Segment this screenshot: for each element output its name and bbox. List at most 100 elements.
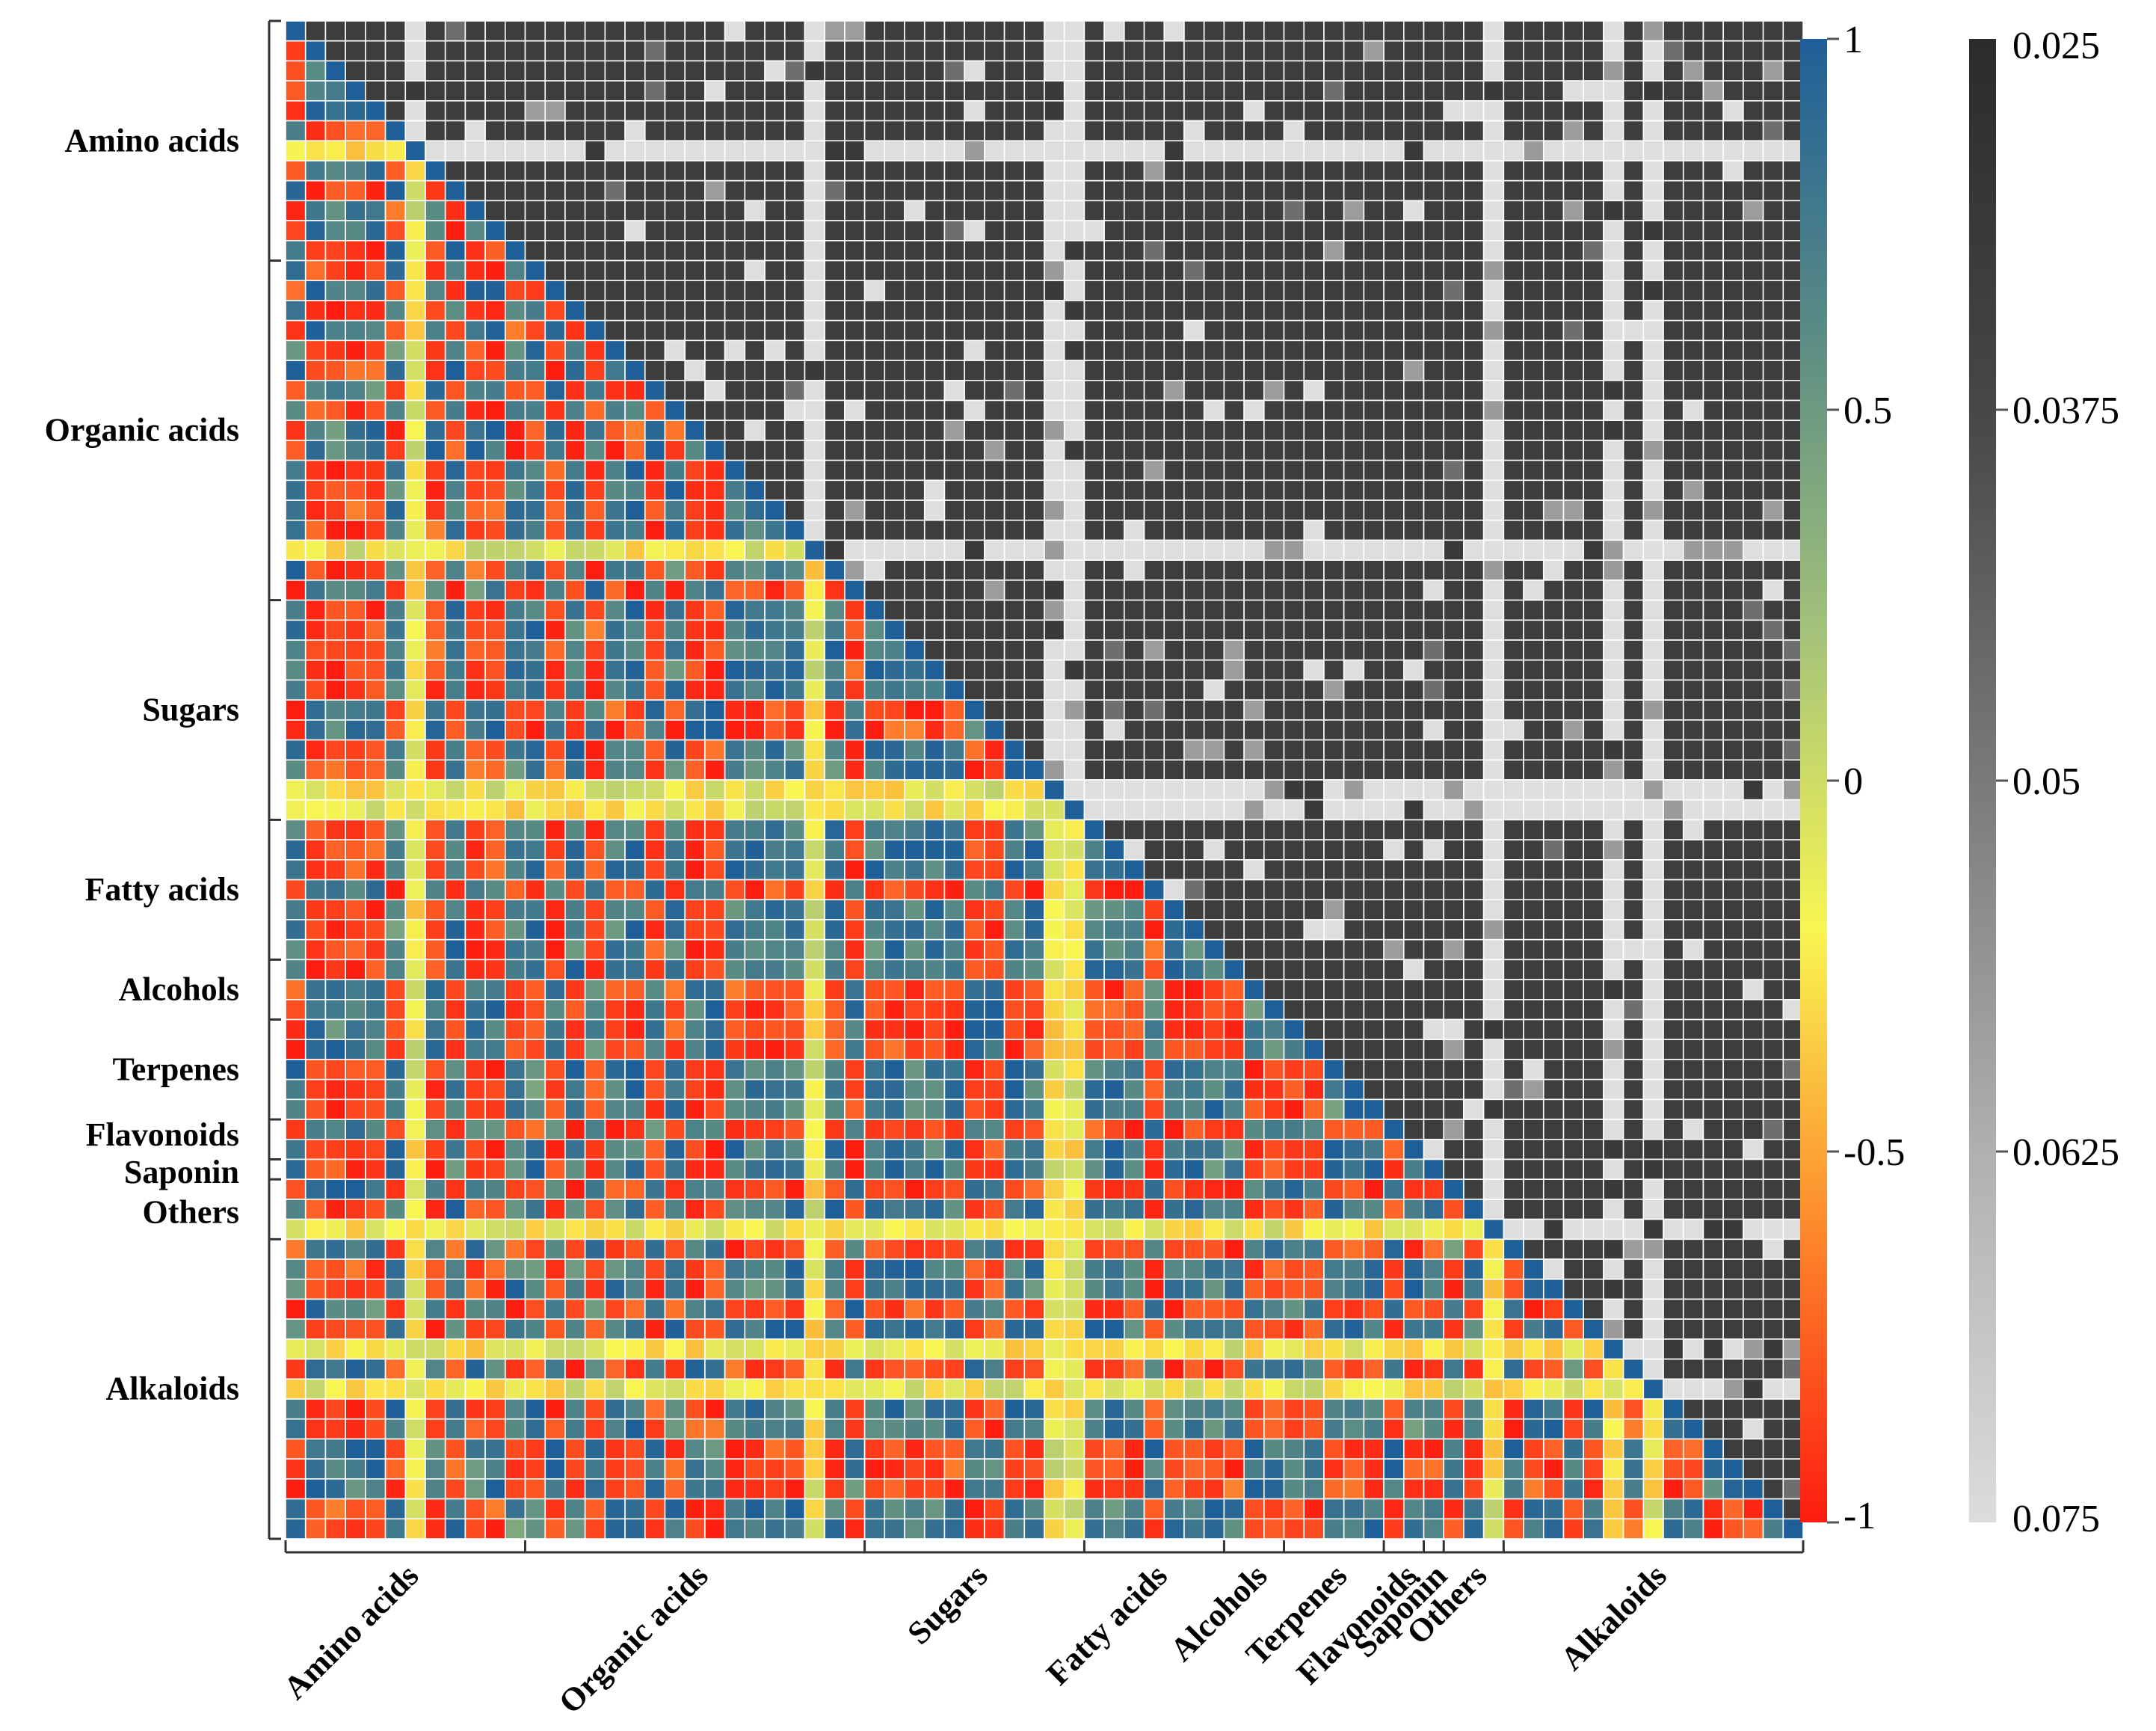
pvalue-cell: [865, 540, 885, 560]
correlation-cell: [545, 1259, 565, 1279]
correlation-cell: [366, 440, 386, 461]
correlation-cell: [1005, 1020, 1025, 1040]
correlation-cell: [1044, 840, 1065, 860]
correlation-cell: [585, 1299, 606, 1319]
correlation-cell: [345, 1179, 366, 1199]
correlation-cell: [565, 640, 585, 660]
correlation-cell: [505, 900, 526, 920]
correlation-cell: [526, 600, 546, 621]
correlation-cell: [905, 920, 925, 940]
correlation-cell: [765, 560, 785, 580]
pvalue-cell: [545, 221, 565, 241]
pvalue-cell: [1503, 360, 1524, 381]
correlation-cell: [1304, 1140, 1324, 1160]
pvalue-cell: [1764, 161, 1784, 181]
pvalue-cell: [1524, 800, 1544, 820]
correlation-cell: [405, 560, 425, 580]
pvalue-cell: [865, 560, 885, 580]
correlation-cell: [585, 700, 606, 720]
correlation-cell: [845, 1000, 865, 1020]
correlation-cell: [465, 500, 485, 520]
correlation-cell: [645, 580, 665, 600]
pvalue-cell: [1783, 280, 1803, 301]
pvalue-cell: [1204, 121, 1225, 141]
pvalue-cell: [1563, 680, 1583, 700]
correlation-cell: [545, 420, 565, 440]
pvalue-cell: [845, 420, 865, 440]
pvalue-cell: [1184, 500, 1204, 520]
correlation-cell: [845, 900, 865, 920]
pvalue-cell: [1624, 680, 1644, 700]
pvalue-cell: [1703, 41, 1723, 61]
pvalue-cell: [1104, 540, 1124, 560]
correlation-cell: [1184, 1060, 1204, 1080]
correlation-cell: [964, 840, 985, 860]
pvalue-cell: [1065, 161, 1085, 181]
pvalue-cell: [1503, 680, 1524, 700]
correlation-cell: [485, 540, 505, 560]
correlation-cell: [905, 680, 925, 700]
pvalue-cell: [1604, 81, 1624, 101]
correlation-cell: [325, 580, 345, 600]
pvalue-cell: [1563, 280, 1583, 301]
correlation-cell: [405, 301, 425, 321]
correlation-cell: [386, 321, 406, 341]
pvalue-cell: [745, 101, 765, 121]
correlation-cell: [1364, 1239, 1384, 1259]
correlation-cell: [405, 221, 425, 241]
correlation-cell: [325, 1160, 345, 1180]
correlation-cell: [485, 1299, 505, 1319]
pvalue-cell: [1663, 640, 1684, 660]
pvalue-cell: [1044, 440, 1065, 461]
correlation-cell: [665, 500, 686, 520]
correlation-cell: [505, 1060, 526, 1080]
pvalue-cell: [1145, 780, 1165, 800]
correlation-cell: [366, 700, 386, 720]
correlation-cell: [386, 261, 406, 281]
correlation-cell: [446, 1000, 466, 1020]
correlation-cell: [865, 900, 885, 920]
correlation-cell: [645, 1099, 665, 1119]
correlation-cell: [925, 1220, 945, 1240]
pvalue-cell: [1764, 221, 1784, 241]
pvalue-cell: [645, 360, 665, 381]
pvalue-cell: [745, 121, 765, 141]
pvalue-cell: [1624, 920, 1644, 940]
pvalue-cell: [1005, 620, 1025, 640]
pvalue-cell: [1723, 261, 1743, 281]
correlation-cell: [665, 1279, 686, 1300]
pvalue-cell: [925, 321, 945, 341]
pvalue-cell: [1524, 820, 1544, 840]
correlation-cell: [905, 640, 925, 660]
correlation-cell: [366, 1239, 386, 1259]
pvalue-cell: [1084, 81, 1104, 101]
pvalue-cell: [905, 440, 925, 461]
correlation-cell: [565, 321, 585, 341]
correlation-cell: [565, 1119, 585, 1140]
correlation-cell: [785, 700, 805, 720]
correlation-cell: [745, 580, 765, 600]
correlation-cell: [425, 880, 446, 900]
correlation-cell: [745, 1080, 765, 1100]
correlation-cell: [1005, 1119, 1025, 1140]
pvalue-cell: [1364, 301, 1384, 321]
pvalue-cell: [1524, 221, 1544, 241]
pvalue-cell: [1184, 401, 1204, 421]
correlation-cell: [1104, 1279, 1124, 1300]
correlation-cell: [705, 880, 725, 900]
correlation-cell: [485, 340, 505, 360]
pvalue-cell: [1544, 21, 1564, 41]
correlation-cell: [585, 1179, 606, 1199]
correlation-cell: [745, 840, 765, 860]
correlation-cell: [585, 959, 606, 980]
pvalue-cell: [1324, 600, 1344, 621]
pvalue-cell: [1563, 1259, 1583, 1279]
pvalue-cell: [1164, 261, 1184, 281]
pvalue-cell: [1604, 280, 1624, 301]
correlation-cell: [705, 1039, 725, 1060]
pvalue-cell: [1204, 720, 1225, 740]
correlation-cell: [925, 840, 945, 860]
correlation-cell: [366, 321, 386, 341]
correlation-cell: [585, 760, 606, 780]
pvalue-cell: [1503, 141, 1524, 161]
